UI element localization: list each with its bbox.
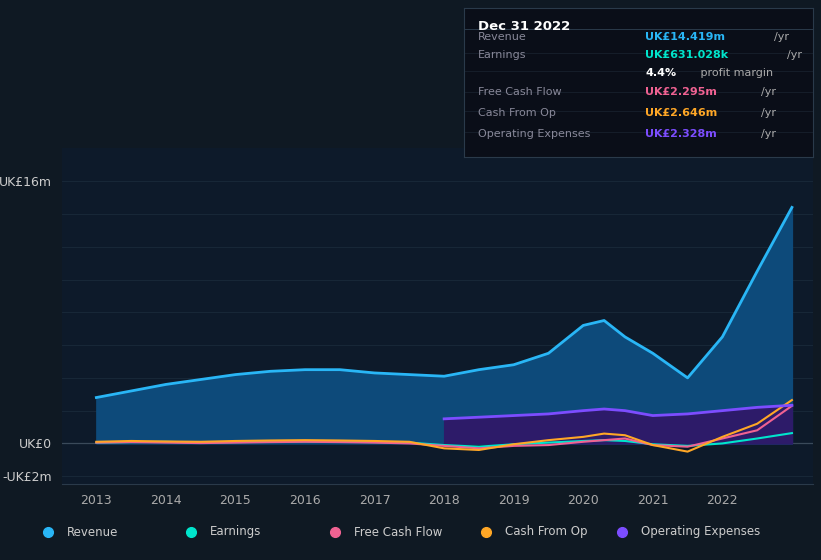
Text: Free Cash Flow: Free Cash Flow: [354, 525, 443, 539]
Text: Revenue: Revenue: [478, 32, 526, 42]
Text: Operating Expenses: Operating Expenses: [641, 525, 760, 539]
Text: UK£631.028k: UK£631.028k: [645, 50, 728, 60]
Text: /yr: /yr: [774, 32, 790, 42]
Text: Cash From Op: Cash From Op: [505, 525, 587, 539]
Text: Operating Expenses: Operating Expenses: [478, 129, 590, 139]
Text: UK£2.646m: UK£2.646m: [645, 108, 718, 118]
Text: UK£2.295m: UK£2.295m: [645, 87, 718, 97]
Text: profit margin: profit margin: [697, 68, 773, 78]
Text: /yr: /yr: [787, 50, 802, 60]
Text: /yr: /yr: [762, 129, 777, 139]
Text: /yr: /yr: [762, 87, 777, 97]
Text: Free Cash Flow: Free Cash Flow: [478, 87, 562, 97]
Text: Earnings: Earnings: [210, 525, 262, 539]
Text: UK£2.328m: UK£2.328m: [645, 129, 717, 139]
Text: UK£14.419m: UK£14.419m: [645, 32, 725, 42]
Text: 4.4%: 4.4%: [645, 68, 677, 78]
Text: /yr: /yr: [762, 108, 777, 118]
Text: Revenue: Revenue: [67, 525, 118, 539]
Text: Dec 31 2022: Dec 31 2022: [478, 20, 570, 33]
Text: Earnings: Earnings: [478, 50, 526, 60]
Text: Cash From Op: Cash From Op: [478, 108, 556, 118]
